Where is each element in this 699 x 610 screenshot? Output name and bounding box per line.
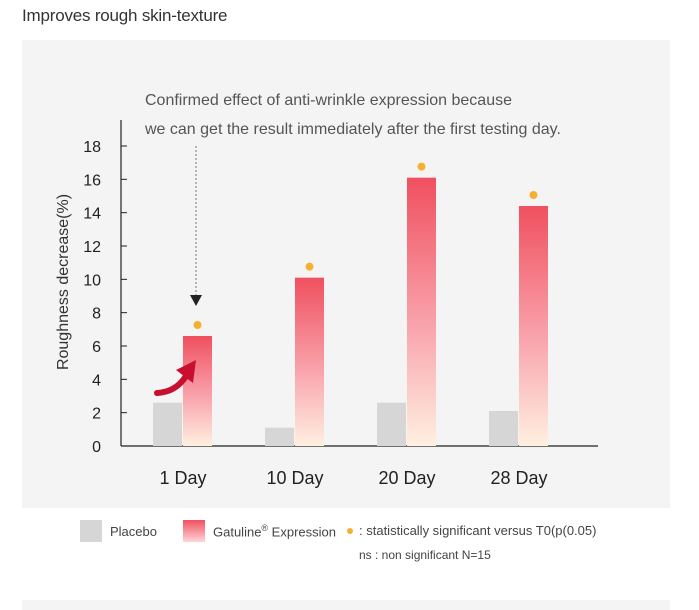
legend-swatch-placebo — [80, 520, 102, 542]
y-axis: 0 2 4 6 8 10 12 14 16 18 — [83, 120, 127, 456]
x-axis: 1 Day 10 Day 20 Day 28 Day — [121, 445, 598, 488]
bar-gatuline — [519, 206, 548, 446]
annotation-arrow — [154, 146, 202, 396]
curved-arrow-icon — [154, 373, 189, 396]
bar-gatuline — [183, 336, 212, 446]
bars — [153, 177, 548, 446]
y-tick-label: 0 — [92, 439, 101, 456]
legend-gatuline-suffix: Expression — [268, 524, 336, 540]
y-tick-label: 14 — [83, 206, 101, 223]
legend-item-significance: : statistically significant versus T0(p(… — [347, 523, 596, 538]
bar-gatuline — [295, 277, 324, 446]
y-tick-label: 10 — [83, 272, 101, 289]
bar-placebo — [377, 402, 406, 446]
y-tick-label: 12 — [83, 239, 101, 256]
legend-label-placebo: Placebo — [110, 523, 157, 539]
chart-panel — [22, 40, 670, 508]
x-tick-label: 1 Day — [159, 468, 206, 488]
legend-item-gatuline: Gatuline® Expression — [183, 520, 336, 542]
bar-placebo — [489, 411, 518, 446]
y-tick-label: 2 — [92, 406, 101, 423]
legend-gatuline-sup: ® — [261, 522, 269, 533]
y-tick-label: 4 — [92, 372, 101, 389]
legend: Placebo Gatuline® Expression : statistic… — [80, 518, 680, 578]
legend-gatuline-name: Gatuline — [213, 524, 262, 540]
legend-swatch-gatuline — [183, 520, 205, 542]
significance-dot-icon — [347, 527, 353, 534]
y-tick-label: 8 — [92, 306, 101, 323]
legend-item-placebo: Placebo — [80, 520, 157, 542]
y-axis-label: Roughness decrease(%) — [55, 194, 72, 370]
significance-dot — [529, 191, 538, 199]
bar-gatuline — [407, 177, 436, 446]
annotation-line-1: Confirmed effect of anti-wrinkle express… — [145, 92, 512, 109]
annotation-arrow-head — [190, 295, 202, 306]
y-tick-label: 6 — [92, 339, 101, 356]
significance-dot — [417, 162, 426, 171]
legend-significance-note: : statistically significant versus T0(p(… — [359, 523, 597, 538]
bar-placebo — [265, 427, 294, 446]
annotation-line-2: we can get the result immediately after … — [144, 121, 561, 138]
curved-arrow-head-icon — [176, 360, 196, 383]
y-tick-label: 18 — [83, 139, 101, 156]
x-tick-label: 28 Day — [490, 468, 547, 488]
significance-dot — [193, 321, 202, 329]
legend-ns-note: ns : non significant N=15 — [359, 548, 491, 562]
bar-placebo — [153, 402, 182, 446]
bottom-strip — [22, 600, 670, 610]
page-title: Improves rough skin-texture — [22, 6, 228, 25]
legend-item-ns: ns : non significant N=15 — [359, 548, 491, 562]
significance-dot — [305, 262, 314, 271]
legend-label-gatuline: Gatuline® Expression — [213, 523, 336, 539]
x-tick-label: 20 Day — [378, 468, 435, 488]
bar-chart: Confirmed effect of anti-wrinkle express… — [55, 92, 598, 488]
significance-dots — [193, 162, 538, 329]
x-tick-label: 10 Day — [266, 468, 323, 488]
y-tick-label: 16 — [83, 172, 101, 189]
